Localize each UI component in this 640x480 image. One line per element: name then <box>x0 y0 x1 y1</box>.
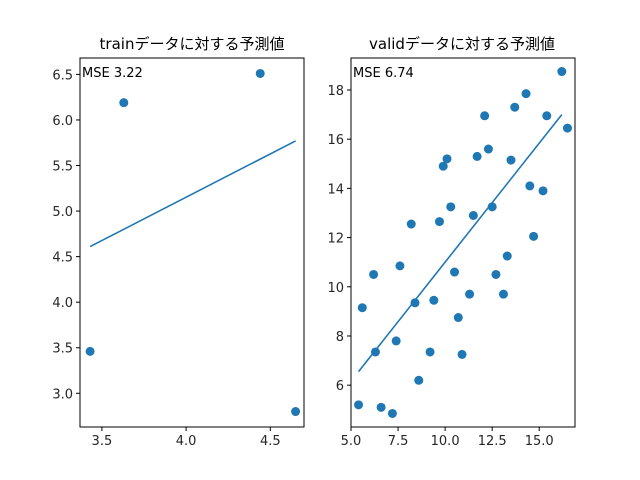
train-y-tick-label: 4.0 <box>52 296 73 311</box>
valid-data-point <box>521 89 531 99</box>
valid-data-point <box>369 269 379 279</box>
valid-x-tick-label: 12.5 <box>478 434 507 449</box>
valid-data-point <box>414 375 424 385</box>
valid-data-point <box>450 267 460 277</box>
valid-data-point <box>491 269 501 279</box>
valid-data-point <box>395 261 405 271</box>
train-y-tick-label: 4.5 <box>52 251 73 266</box>
valid-data-point <box>468 210 478 220</box>
train-x-tick-label: 3.5 <box>92 434 113 449</box>
valid-data-point <box>562 123 572 133</box>
train-y-tick-label: 6.0 <box>52 114 73 129</box>
valid-data-point <box>529 231 539 241</box>
train-y-tick-label: 3.5 <box>52 342 73 357</box>
train-chart-panel: trainデータに対する予測値 3.5 4.0 4.5 3.0 3.5 4.0 4.5 5.0… <box>52 35 305 449</box>
valid-x-tick-label: 15.0 <box>525 434 554 449</box>
valid-data-point <box>506 155 516 165</box>
valid-data-point <box>410 298 420 308</box>
valid-plot-area: 5.0 7.5 10.0 12.5 15.0 6 8 10 12 14 16 18 <box>327 57 576 449</box>
train-plot-area: 3.5 4.0 4.5 3.0 3.5 4.0 4.5 5.0 5.5 6.0 6.5 <box>52 57 305 449</box>
valid-data-point <box>425 347 435 357</box>
train-y-tick-label: 5.5 <box>52 160 73 175</box>
train-chart-title: trainデータに対する予測値 <box>100 35 285 53</box>
valid-data-point <box>406 219 416 229</box>
valid-y-tick-label: 12 <box>327 232 344 247</box>
valid-data-point <box>442 154 452 164</box>
valid-data-point <box>391 336 401 346</box>
valid-data-point <box>453 313 463 323</box>
valid-mse-annotation: MSE 6.74 <box>353 66 414 81</box>
valid-data-point <box>429 295 439 305</box>
valid-data-point <box>510 102 520 112</box>
valid-y-tick-label: 16 <box>327 133 344 148</box>
valid-x-tick-label: 5.0 <box>341 434 362 449</box>
valid-data-point <box>502 251 512 261</box>
valid-data-point <box>472 151 482 161</box>
valid-data-point <box>465 289 475 299</box>
valid-data-point <box>387 408 397 418</box>
valid-data-point <box>457 349 467 359</box>
train-y-tick-label: 5.0 <box>52 205 73 220</box>
valid-y-tick-label: 6 <box>336 379 344 394</box>
valid-data-point <box>376 402 386 412</box>
valid-data-point <box>434 217 444 227</box>
valid-data-point <box>483 144 493 154</box>
valid-data-point <box>498 289 508 299</box>
valid-chart-title: validデータに対する予測値 <box>369 35 555 53</box>
valid-data-point <box>557 67 567 77</box>
train-y-tick-label: 3.0 <box>52 387 73 402</box>
valid-x-tick-label: 7.5 <box>388 434 409 449</box>
valid-chart-panel: validデータに対する予測値 5.0 7.5 10.0 12.5 15.0 6 8 10 12… <box>327 35 576 449</box>
train-data-point <box>119 98 129 108</box>
valid-data-point <box>542 111 552 121</box>
valid-data-point <box>480 111 490 121</box>
train-mse-annotation: MSE 3.22 <box>82 66 143 81</box>
valid-x-tick-label: 10.0 <box>431 434 460 449</box>
valid-data-point <box>446 202 456 212</box>
train-axes-frame <box>79 57 305 428</box>
valid-y-tick-label: 10 <box>327 281 344 296</box>
valid-axes-frame <box>350 57 576 428</box>
train-x-tick-label: 4.0 <box>176 434 197 449</box>
valid-data-point <box>538 186 548 196</box>
valid-regression-line <box>357 114 563 373</box>
valid-data-point <box>354 400 364 410</box>
valid-data-point <box>525 181 535 191</box>
train-y-tick-label: 6.5 <box>52 68 73 83</box>
valid-y-tick-label: 14 <box>327 182 344 197</box>
train-regression-line <box>89 140 296 248</box>
train-data-point <box>291 407 301 417</box>
valid-data-point <box>357 303 367 313</box>
valid-y-tick-label: 18 <box>327 84 344 99</box>
train-data-point <box>85 346 95 356</box>
train-x-tick-label: 4.5 <box>260 434 281 449</box>
valid-data-point <box>438 161 448 171</box>
valid-y-tick-label: 8 <box>336 330 344 345</box>
train-data-point <box>255 68 265 78</box>
